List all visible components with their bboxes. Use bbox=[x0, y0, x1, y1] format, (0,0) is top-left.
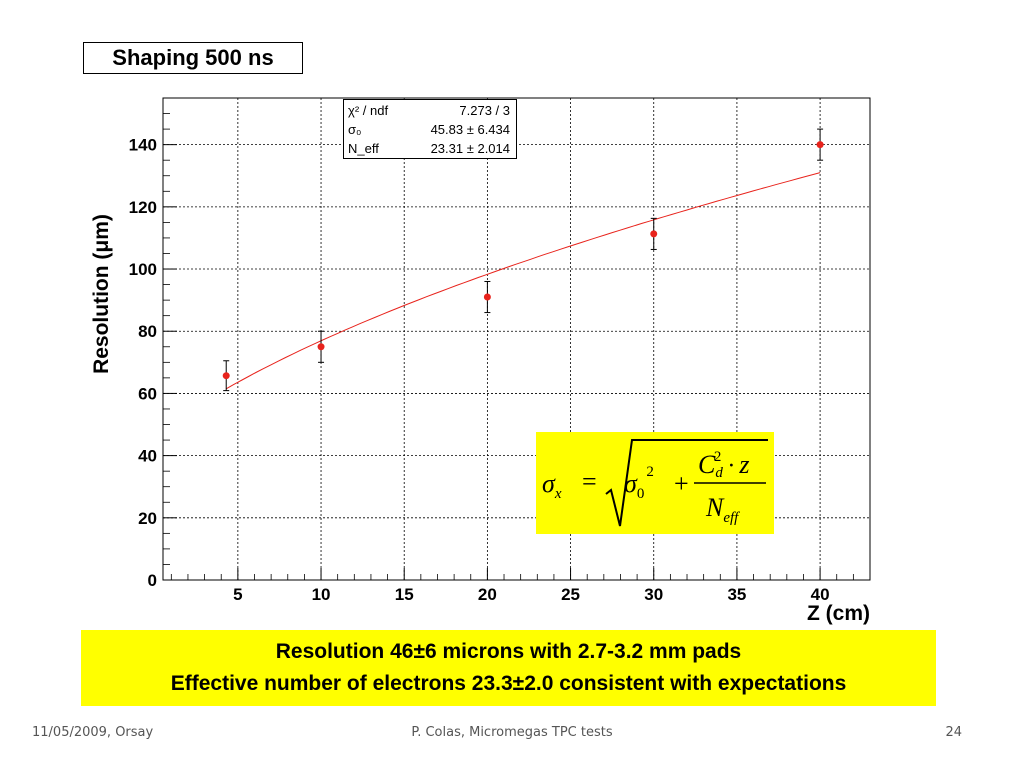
x-tick-label: 20 bbox=[478, 585, 497, 604]
slide-title: Shaping 500 ns bbox=[83, 42, 303, 74]
y-tick-label: 100 bbox=[129, 260, 157, 279]
stats-label: χ² / ndf bbox=[348, 103, 389, 118]
x-tick-label: 40 bbox=[811, 585, 830, 604]
stats-value: 7.273 / 3 bbox=[459, 103, 510, 118]
resolution-formula: σx = σ02 + Cd2 · z Neff bbox=[536, 432, 774, 534]
y-tick-label: 0 bbox=[148, 571, 157, 590]
y-tick-label: 140 bbox=[129, 136, 157, 155]
y-axis-label: Resolution (μm) bbox=[90, 214, 113, 374]
stats-value: 23.31 ± 2.014 bbox=[430, 141, 510, 156]
stats-label: σ₀ bbox=[348, 122, 362, 137]
x-tick-label: 15 bbox=[395, 585, 414, 604]
conclusion-line-1: Resolution 46±6 microns with 2.7-3.2 mm … bbox=[275, 640, 742, 663]
x-tick-label: 25 bbox=[561, 585, 580, 604]
resolution-chart: 5 10 15 20 25 30 35 40 0 20 40 60 80 100 120 140 Z (cm) R… bbox=[90, 97, 871, 625]
stats-value: 45.83 ± 6.434 bbox=[430, 122, 510, 137]
plus-sign: + bbox=[674, 469, 689, 498]
y-tick-label: 80 bbox=[138, 322, 157, 341]
footer-center: P. Colas, Micromegas TPC tests bbox=[411, 725, 613, 740]
x-tick-label: 35 bbox=[727, 585, 746, 604]
y-tick-label: 20 bbox=[138, 509, 157, 528]
x-tick-label: 10 bbox=[312, 585, 331, 604]
equals-sign: = bbox=[582, 467, 597, 496]
x-tick-label: 5 bbox=[233, 585, 242, 604]
data-point bbox=[650, 230, 658, 238]
formula-denominator: Neff bbox=[705, 493, 740, 526]
fit-curve bbox=[225, 172, 821, 390]
data-point bbox=[483, 293, 491, 301]
conclusion-box: Resolution 46±6 microns with 2.7-3.2 mm … bbox=[81, 630, 936, 706]
data-point bbox=[222, 372, 230, 380]
y-tick-label: 60 bbox=[138, 384, 157, 403]
y-tick-label: 40 bbox=[138, 447, 157, 466]
formula-lhs: σx bbox=[542, 469, 562, 502]
data-point bbox=[317, 343, 325, 351]
stats-label: N_eff bbox=[348, 141, 379, 156]
y-tick-label: 120 bbox=[129, 198, 157, 217]
conclusion-line-2: Effective number of electrons 23.3±2.0 c… bbox=[170, 672, 847, 695]
formula-numerator: Cd2 · z bbox=[698, 449, 749, 481]
data-point bbox=[816, 141, 824, 149]
formula-svg: σx = σ02 + Cd2 · z Neff bbox=[542, 439, 768, 527]
stats-row-sigma0: σ₀ 45.83 ± 6.434 bbox=[348, 120, 510, 139]
x-tick-label: 30 bbox=[644, 585, 663, 604]
x-axis-label: Z (cm) bbox=[807, 602, 870, 625]
fit-stats-box: χ² / ndf 7.273 / 3 σ₀ 45.83 ± 6.434 N_ef… bbox=[343, 99, 517, 159]
chart-svg: 5 10 15 20 25 30 35 40 0 20 40 60 80 100 120 140 Z (cm) R… bbox=[90, 97, 871, 625]
stats-row-chi2: χ² / ndf 7.273 / 3 bbox=[348, 101, 510, 120]
formula-term1: σ02 bbox=[624, 464, 654, 502]
footer-date: 11/05/2009, Orsay bbox=[32, 725, 154, 740]
sqrt-sign bbox=[605, 439, 768, 527]
stats-row-neff: N_eff 23.31 ± 2.014 bbox=[348, 139, 510, 158]
footer-page-number: 24 bbox=[945, 725, 962, 740]
